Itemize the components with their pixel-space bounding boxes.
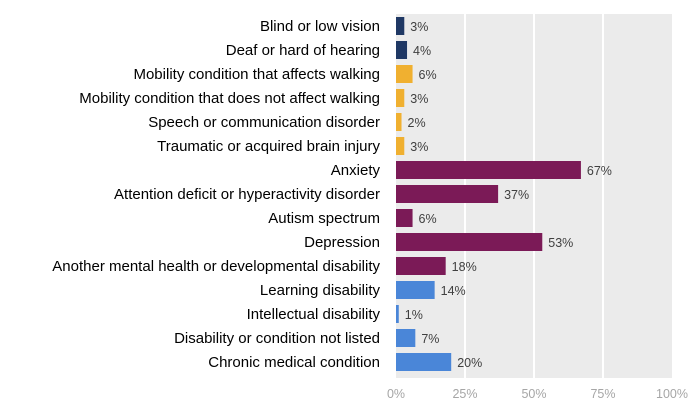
category-label-2: Deaf or hard of hearing	[226, 42, 380, 59]
value-label-7: 67%	[587, 164, 612, 178]
category-label-6: Traumatic or acquired brain injury	[157, 138, 380, 155]
category-label-10: Depression	[304, 234, 380, 251]
value-label-11: 18%	[452, 260, 477, 274]
value-label-6: 3%	[410, 140, 428, 154]
value-label-2: 4%	[413, 44, 431, 58]
value-label-15: 20%	[457, 356, 482, 370]
category-label-14: Disability or condition not listed	[174, 330, 380, 347]
category-label-3: Mobility condition that affects walking	[133, 66, 380, 83]
bar-4	[396, 89, 405, 107]
value-label-1: 3%	[410, 20, 428, 34]
category-label-13: Intellectual disability	[247, 306, 381, 323]
bar-8	[396, 185, 499, 203]
category-label-15: Chronic medical condition	[208, 354, 380, 371]
x-axis-tick-labels: 0% 25% 50% 75% 100%	[387, 387, 688, 401]
value-label-3: 6%	[419, 68, 437, 82]
bar-1	[396, 17, 405, 35]
x-tick-label-25: 25%	[452, 387, 477, 401]
bar-12	[396, 281, 435, 299]
bars	[396, 17, 581, 371]
value-label-4: 3%	[410, 92, 428, 106]
bar-14	[396, 329, 416, 347]
bar-6	[396, 137, 405, 155]
value-labels: 3% 4% 6% 3% 2% 3% 67% 37% 6% 53% 18% 14% 1% 7% 20%	[405, 20, 612, 370]
x-tick-label-50: 50%	[521, 387, 546, 401]
category-labels: Blind or low vision Deaf or hard of heari…	[52, 18, 380, 371]
x-tick-label-100: 100%	[656, 387, 688, 401]
bar-3	[396, 65, 413, 83]
category-label-5: Speech or communication disorder	[148, 114, 380, 131]
bar-10	[396, 233, 543, 251]
value-label-5: 2%	[408, 116, 426, 130]
category-label-1: Blind or low vision	[260, 18, 380, 35]
bar-11	[396, 257, 446, 275]
category-label-11: Another mental health or developmental d…	[52, 258, 380, 275]
bar-7	[396, 161, 581, 179]
x-tick-label-75: 75%	[590, 387, 615, 401]
category-label-12: Learning disability	[260, 282, 381, 299]
bar-2	[396, 41, 408, 59]
category-label-9: Autism spectrum	[268, 210, 380, 227]
value-label-9: 6%	[419, 212, 437, 226]
bar-13	[396, 305, 399, 323]
value-label-13: 1%	[405, 308, 423, 322]
category-label-8: Attention deficit or hyperactivity disor…	[114, 186, 380, 203]
bar-5	[396, 113, 402, 131]
value-label-10: 53%	[548, 236, 573, 250]
value-label-8: 37%	[504, 188, 529, 202]
bar-15	[396, 353, 452, 371]
bar-9	[396, 209, 413, 227]
category-label-7: Anxiety	[331, 162, 381, 179]
category-label-4: Mobility condition that does not affect …	[79, 90, 380, 107]
value-label-12: 14%	[441, 284, 466, 298]
value-label-14: 7%	[421, 332, 439, 346]
x-tick-label-0: 0%	[387, 387, 405, 401]
